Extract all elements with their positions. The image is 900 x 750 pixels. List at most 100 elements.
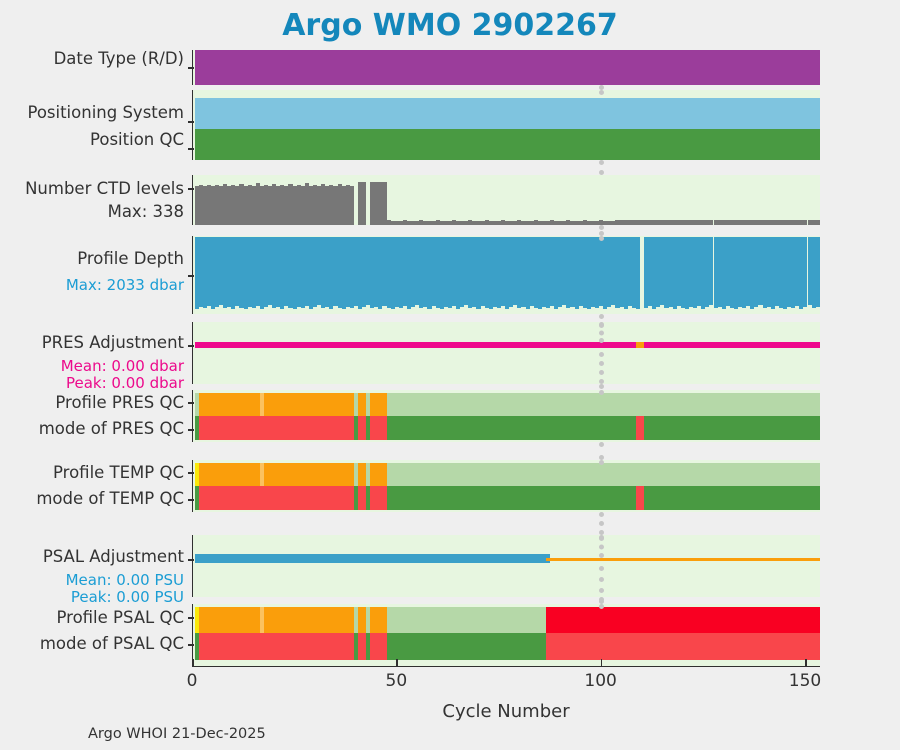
qc-segment: [259, 463, 269, 486]
x-axis-tick-label: 0: [186, 671, 198, 691]
panel-psal-qc: [192, 604, 820, 667]
profile-depth-bar: [774, 237, 779, 306]
ctd-level-bar: [550, 220, 555, 225]
ytick-mode-psal-qc: [188, 644, 194, 646]
qc-segment: [198, 416, 358, 440]
profile-depth-bar: [296, 237, 301, 307]
ctd-level-bar: [292, 185, 297, 225]
ctd-level-bar: [566, 220, 571, 225]
label-pres-mean: Mean: 0.00 dbar: [60, 357, 184, 375]
footer-credit: Argo WHOI 21-Dec-2025: [88, 726, 266, 742]
profile-depth-bar: [627, 237, 632, 306]
qc-segment: [194, 342, 640, 348]
qc-segment: [198, 486, 358, 510]
ctd-level-bar: [439, 220, 444, 225]
profile-depth-bar: [672, 237, 677, 309]
ytick-date-type: [188, 67, 194, 69]
profile-depth-series: [193, 236, 820, 314]
profile-depth-bar: [468, 237, 473, 308]
ctd-level-bar: [680, 219, 685, 225]
ctd-level-bar: [513, 220, 518, 225]
ctd-level-bar: [660, 220, 665, 225]
label-date-type: Date Type (R/D): [53, 49, 184, 68]
ctd-level-bar: [460, 220, 465, 225]
profile-depth-bar: [202, 237, 207, 308]
x-axis-tick-label: 100: [584, 671, 617, 691]
ctd-level-bar: [754, 219, 759, 225]
label-psal-peak: Peak: 0.00 PSU: [70, 588, 184, 606]
ytick-profile-temp-qc: [188, 472, 194, 474]
profile-depth-bar: [353, 237, 358, 306]
label-profile-temp-qc: Profile TEMP QC: [53, 463, 184, 482]
label-positioning-system: Positioning System: [27, 103, 184, 122]
profile-depth-bar: [746, 237, 751, 306]
profile-depth-bar: [394, 237, 399, 307]
profile-depth-bar: [496, 237, 501, 308]
qc-segment: [198, 607, 264, 633]
guide-line-cycle-100: [598, 160, 604, 175]
ctd-level-bar: [774, 220, 779, 225]
ytick-mode-temp-qc: [188, 499, 194, 501]
x-axis-tick: [600, 659, 603, 667]
profile-depth-bar: [325, 237, 330, 307]
psal-adjustment-segment: [545, 558, 820, 561]
profile-depth-bar: [284, 237, 289, 306]
profile-depth-bar: [525, 237, 530, 309]
ctd-level-bar: [472, 220, 477, 225]
profile-depth-bar: [656, 237, 661, 307]
qc-segment: [366, 607, 375, 633]
ctd-level-bar: [382, 182, 387, 225]
ctd-level-bar: [672, 220, 677, 225]
panel-psal-adjustment: [192, 535, 820, 597]
ctd-level-bar: [313, 184, 318, 225]
profile-depth-bar: [378, 237, 383, 309]
guide-line-cycle-100: [598, 225, 604, 236]
profile-depth-bar: [304, 237, 309, 306]
profile-depth-bar: [235, 237, 240, 306]
profile-depth-bar: [337, 237, 342, 308]
ctd-level-bar: [758, 220, 763, 225]
ctd-level-bar: [349, 185, 354, 225]
ytick-profile-depth: [188, 275, 194, 277]
ctd-level-bar: [574, 220, 579, 225]
qc-segment: [370, 393, 391, 416]
page-title: Argo WMO 2902267: [282, 8, 618, 43]
ctd-level-bar: [517, 220, 522, 225]
profile-depth-bar: [370, 237, 375, 308]
profile-depth-bar: [231, 237, 236, 309]
qc-segment: [194, 50, 820, 85]
ctd-level-bar: [464, 220, 469, 225]
profile-depth-bar: [635, 237, 640, 309]
ctd-level-bar: [623, 220, 628, 225]
profile-depth-bar: [288, 237, 293, 308]
ctd-level-bar: [235, 185, 240, 225]
panel-date-type: [192, 50, 820, 85]
ctd-level-bar: [697, 220, 702, 225]
ctd-level-bar: [194, 185, 199, 225]
profile-depth-bar: [615, 237, 620, 308]
ctd-level-bar: [402, 220, 407, 225]
ctd-level-bar: [611, 220, 616, 225]
label-profile-depth-max: Max: 2033 dbar: [65, 276, 184, 294]
ctd-level-bar: [296, 185, 301, 225]
ctd-level-bar: [738, 220, 743, 225]
ctd-level-bar: [427, 220, 432, 225]
profile-depth-bar: [799, 237, 804, 309]
profile-depth-bar: [770, 237, 775, 309]
ctd-level-bar: [803, 219, 808, 225]
ctd-level-bar: [219, 185, 224, 225]
ctd-level-bar: [554, 220, 559, 225]
label-profile-psal-qc: Profile PSAL QC: [56, 608, 184, 627]
ctd-level-bar: [721, 220, 726, 225]
guide-line-cycle-100: [598, 604, 604, 606]
ctd-level-bar: [386, 220, 391, 225]
profile-depth-bar: [517, 237, 522, 308]
profile-depth-bar: [680, 237, 685, 308]
ctd-level-bar: [733, 220, 739, 225]
qc-segment: [370, 416, 391, 440]
profile-depth-bar: [198, 237, 203, 307]
profile-depth-bar: [513, 237, 518, 305]
profile-depth-bar: [578, 237, 583, 306]
guide-line-cycle-100: [598, 566, 604, 604]
profile-depth-bar: [693, 237, 698, 308]
